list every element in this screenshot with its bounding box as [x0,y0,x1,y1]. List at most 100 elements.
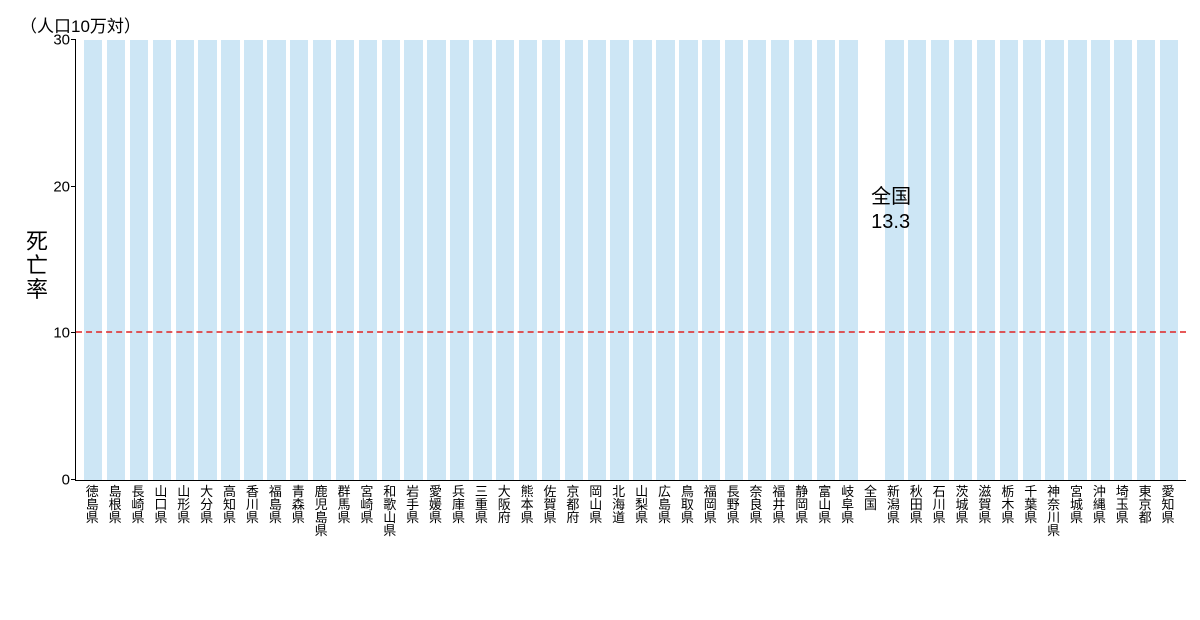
unit-label: （人口10万対） [20,12,141,37]
bar-slot [725,40,743,480]
bar [1045,40,1063,480]
bar [908,40,926,480]
bar [679,40,697,480]
bar-slot [1045,40,1063,480]
bar [267,40,285,480]
bar [427,40,445,480]
bar [130,40,148,480]
x-tick-label: 広島県 [655,485,673,537]
y-axis-title: 死亡率 [26,230,48,303]
x-tick-label: 愛知県 [1159,485,1177,537]
bar [1091,40,1109,480]
x-tick-label: 大分県 [197,485,215,537]
bar [450,40,468,480]
bar [977,40,995,480]
bar-slot [839,40,857,480]
bar-slot [748,40,766,480]
bar [359,40,377,480]
x-tick-label: 秋田県 [907,485,925,537]
x-tick-label: 長野県 [724,485,742,537]
x-tick-label: 鳥取県 [678,485,696,537]
x-tick-label: 埼玉県 [1113,485,1131,537]
y-tick-mark [71,479,76,480]
x-tick-label: 東京都 [1136,485,1154,537]
x-tick-label: 新潟県 [884,485,902,537]
bar [1023,40,1041,480]
bar-slot [1114,40,1132,480]
bar [588,40,606,480]
bar-slot [496,40,514,480]
y-tick-label: 20 [53,178,70,195]
bar [153,40,171,480]
bar [313,40,331,480]
bar-slot [931,40,949,480]
bar-slot [817,40,835,480]
bar [725,40,743,480]
bar [794,40,812,480]
bar [610,40,628,480]
x-axis-labels: 徳島県島根県長崎県山口県山形県大分県高知県香川県福島県青森県鹿児島県群馬県宮崎県… [83,485,1177,537]
bar-slot [267,40,285,480]
bar-slot [679,40,697,480]
x-tick-label: 宮崎県 [358,485,376,537]
bar [1160,40,1178,480]
y-tick-mark [71,186,76,187]
bar-slot [519,40,537,480]
x-tick-label: 福岡県 [701,485,719,537]
x-tick-label: 石川県 [930,485,948,537]
bar [382,40,400,480]
bar-slot [862,40,880,480]
bar [84,40,102,480]
annotation-line1: 全国 [871,185,911,210]
bar-slot [336,40,354,480]
x-tick-label: 沖縄県 [1090,485,1108,537]
x-tick-label: 熊本県 [518,485,536,537]
bar-slot [794,40,812,480]
bar-slot [290,40,308,480]
bar-slot [771,40,789,480]
x-tick-label: 岐阜県 [838,485,856,537]
x-tick-label: 香川県 [243,485,261,537]
bar [771,40,789,480]
bar-slot [313,40,331,480]
x-tick-label: 茨城県 [953,485,971,537]
bar-slot [588,40,606,480]
bar-slot [221,40,239,480]
x-tick-label: 奈良県 [747,485,765,537]
bar [221,40,239,480]
x-tick-label: 北海道 [609,485,627,537]
bar-slot [977,40,995,480]
x-tick-label: 三重県 [472,485,490,537]
x-tick-label: 栃木県 [999,485,1017,537]
x-tick-label: 愛媛県 [426,485,444,537]
bar [107,40,125,480]
bar [839,40,857,480]
x-tick-label: 静岡県 [793,485,811,537]
x-tick-label: 長崎県 [129,485,147,537]
bar-slot [885,40,903,480]
bar-slot [1068,40,1086,480]
x-tick-label: 大阪府 [495,485,513,537]
bar [885,40,903,480]
bar-slot [954,40,972,480]
reference-line [76,331,1186,333]
annotation-line2: 13.3 [871,210,911,235]
x-tick-label: 滋賀県 [976,485,994,537]
bar-chart: （人口10万対） 死亡率 0102030 徳島県島根県長崎県山口県山形県大分県高… [0,0,1200,620]
x-tick-label: 青森県 [289,485,307,537]
bar-slot [1023,40,1041,480]
bar [702,40,720,480]
x-tick-label: 京都府 [564,485,582,537]
x-tick-label: 島根県 [106,485,124,537]
bar-slot [542,40,560,480]
bar [1000,40,1018,480]
bar [404,40,422,480]
bar [542,40,560,480]
bar [954,40,972,480]
bar-slot [1137,40,1155,480]
x-tick-label: 山口県 [152,485,170,537]
national-annotation: 全国 13.3 [871,185,911,235]
x-tick-label: 富山県 [816,485,834,537]
bar-slot [84,40,102,480]
x-tick-label: 群馬県 [335,485,353,537]
